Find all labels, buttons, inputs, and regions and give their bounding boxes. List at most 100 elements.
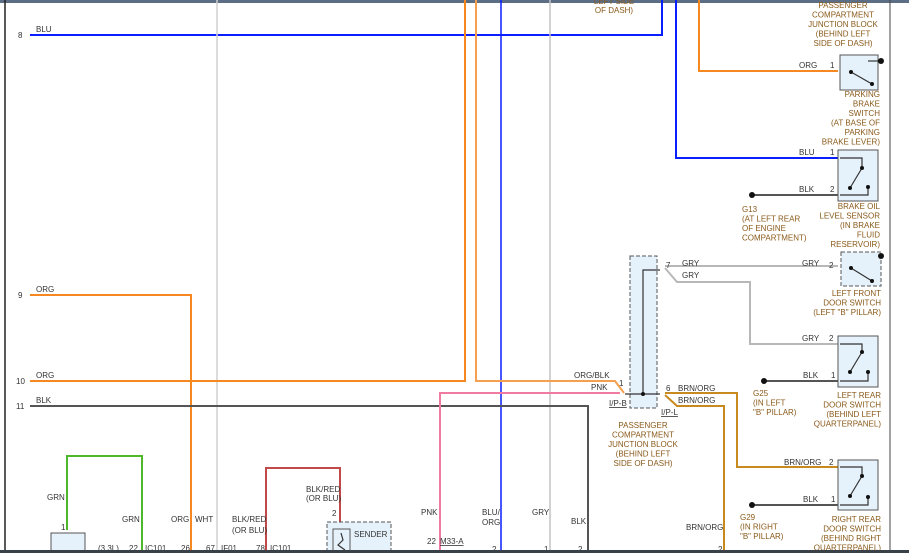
caption-line: PASSENGER xyxy=(818,1,867,10)
connector-label: 26 xyxy=(181,544,190,553)
wire-org-row9 xyxy=(30,294,192,553)
wire-brn-org-rr-door xyxy=(665,392,838,468)
caption-line: (IN RIGHT xyxy=(740,523,778,532)
wire-label: ORG xyxy=(482,518,500,527)
caption-line: (AT LEFT REAR xyxy=(742,215,800,224)
contact-dot xyxy=(866,185,870,189)
caption-pcjb: PASSENGER COMPARTMENT JUNCTION BLOCK (BEHIN… xyxy=(608,421,678,468)
wire-pnk xyxy=(439,392,620,553)
right-rear-door-switch xyxy=(837,459,879,511)
caption-parking-brake: PARKING BRAKE SWITCH (AT BASE OF PARKING BRAK… xyxy=(822,90,881,147)
wire-label: ORG xyxy=(36,285,54,294)
contact-dot xyxy=(848,494,852,498)
connector-label: 78 xyxy=(256,544,265,553)
caption-line: (IN BRAKE xyxy=(840,221,880,230)
wire-gry-lr-door xyxy=(664,267,838,345)
wire-label: PNK xyxy=(421,508,438,517)
connector-label: (3.3L) xyxy=(98,544,119,553)
connector-label: IC101 xyxy=(270,544,292,553)
connector-label: 67 xyxy=(206,544,215,553)
component-bottom-left xyxy=(50,532,86,553)
contact-dot xyxy=(860,474,864,478)
caption-line: BRAKE LEVER) xyxy=(822,138,881,147)
caption-line: DOOR SWITCH xyxy=(823,525,881,534)
caption-line: LEFT SIDE xyxy=(594,0,634,6)
wire-label: BLU/ xyxy=(482,508,501,517)
wire-label: PNK xyxy=(591,383,608,392)
ground-icon xyxy=(878,58,884,64)
pin-number: 2 xyxy=(829,458,834,467)
pin-number: 22 xyxy=(427,537,436,546)
sender-label: SENDER xyxy=(354,530,388,539)
wire-brn-org-down xyxy=(664,394,725,553)
wire-label: BRN/ORG xyxy=(678,384,715,393)
caption-line: COMPARTMENT xyxy=(812,11,874,20)
wire-blu-brake-oil xyxy=(675,0,838,159)
caption-line: JUNCTION BLOCK xyxy=(808,20,878,29)
pin-number: 2 xyxy=(332,509,337,518)
sender-box xyxy=(326,521,392,553)
row-number: 9 xyxy=(18,291,23,300)
lf-door-contact xyxy=(850,267,873,282)
pin-number: 2 xyxy=(829,334,834,343)
caption-line: PARKING xyxy=(845,90,880,99)
caption-line: (BEHIND RIGHT xyxy=(821,534,881,543)
wire-label: BLU xyxy=(799,148,815,157)
wire-label: GRY xyxy=(802,334,820,343)
pin-number: 1 xyxy=(830,148,835,157)
ground-g25-icon xyxy=(761,378,767,384)
lr-door-contact xyxy=(840,343,863,373)
caption-pcjb-top: LEFT SIDE OF DASH) xyxy=(594,0,634,15)
connector-label: IC101 xyxy=(145,544,167,553)
contact-dot xyxy=(849,266,853,270)
caption-line: "B" PILLAR) xyxy=(753,408,797,417)
pin-number: 1 xyxy=(619,379,624,388)
caption-line: (IN LEFT xyxy=(753,399,786,408)
wire-label: BLU xyxy=(36,25,52,34)
pin-number: 6 xyxy=(666,384,671,393)
contact-dot xyxy=(848,186,852,190)
caption-line: BRAKE OIL xyxy=(838,202,881,211)
caption-line: G25 xyxy=(753,389,769,398)
caption-line: COMPARTMENT xyxy=(612,431,674,440)
caption-rr-door: RIGHT REAR DOOR SWITCH (BEHIND RIGHT QUARTE… xyxy=(814,515,882,553)
caption-line: DOOR SWITCH xyxy=(823,299,881,308)
caption-line: G13 xyxy=(742,205,758,214)
wire-label: BRN/ORG xyxy=(784,458,821,467)
brake-oil-lead xyxy=(840,187,869,196)
left-front-door-switch xyxy=(840,251,882,287)
connector-ip-l: I/P-L xyxy=(661,408,678,417)
sender-element xyxy=(332,528,351,553)
pin-number: 2 xyxy=(492,545,497,553)
caption-line: "B" PILLAR) xyxy=(740,532,784,541)
wire-label: (OR BLU) xyxy=(232,526,267,535)
contact-dot xyxy=(849,70,853,74)
caption-g13: G13 (AT LEFT REAR OF ENGINE COMPARTMENT) xyxy=(742,205,807,243)
caption-line: COMPARTMENT) xyxy=(742,234,807,243)
pin-number: 7 xyxy=(666,261,671,270)
caption-line: (BEHIND LEFT xyxy=(816,30,871,39)
contact-dot xyxy=(860,350,864,354)
brake-oil-contact xyxy=(840,157,863,189)
parking-brake-contact xyxy=(850,71,873,85)
pin-number: 1 xyxy=(61,523,66,532)
connector-ip-b: I/P-B xyxy=(609,399,627,408)
wire-label: ORG xyxy=(36,371,54,380)
caption-line: OF DASH) xyxy=(595,6,634,15)
wire-label: (OR BLU) xyxy=(306,494,341,503)
connector-label: 22 xyxy=(129,544,138,553)
wire-label: ORG xyxy=(171,515,189,524)
sender-resistor-icon xyxy=(337,532,346,551)
wire-label: BLK/RED xyxy=(306,485,340,494)
caption-line: (BEHIND LEFT xyxy=(616,450,671,459)
wire-label: BLK xyxy=(36,396,52,405)
wire-label: GRY xyxy=(682,271,700,280)
wire-label: BRN/ORG xyxy=(678,396,715,405)
contact-dot xyxy=(870,279,874,283)
pin-number: 2 xyxy=(578,545,583,553)
wire-label: BLK xyxy=(803,371,819,380)
contact-dot xyxy=(866,495,870,499)
caption-line: JUNCTION BLOCK xyxy=(608,440,678,449)
contact-dot xyxy=(866,370,870,374)
